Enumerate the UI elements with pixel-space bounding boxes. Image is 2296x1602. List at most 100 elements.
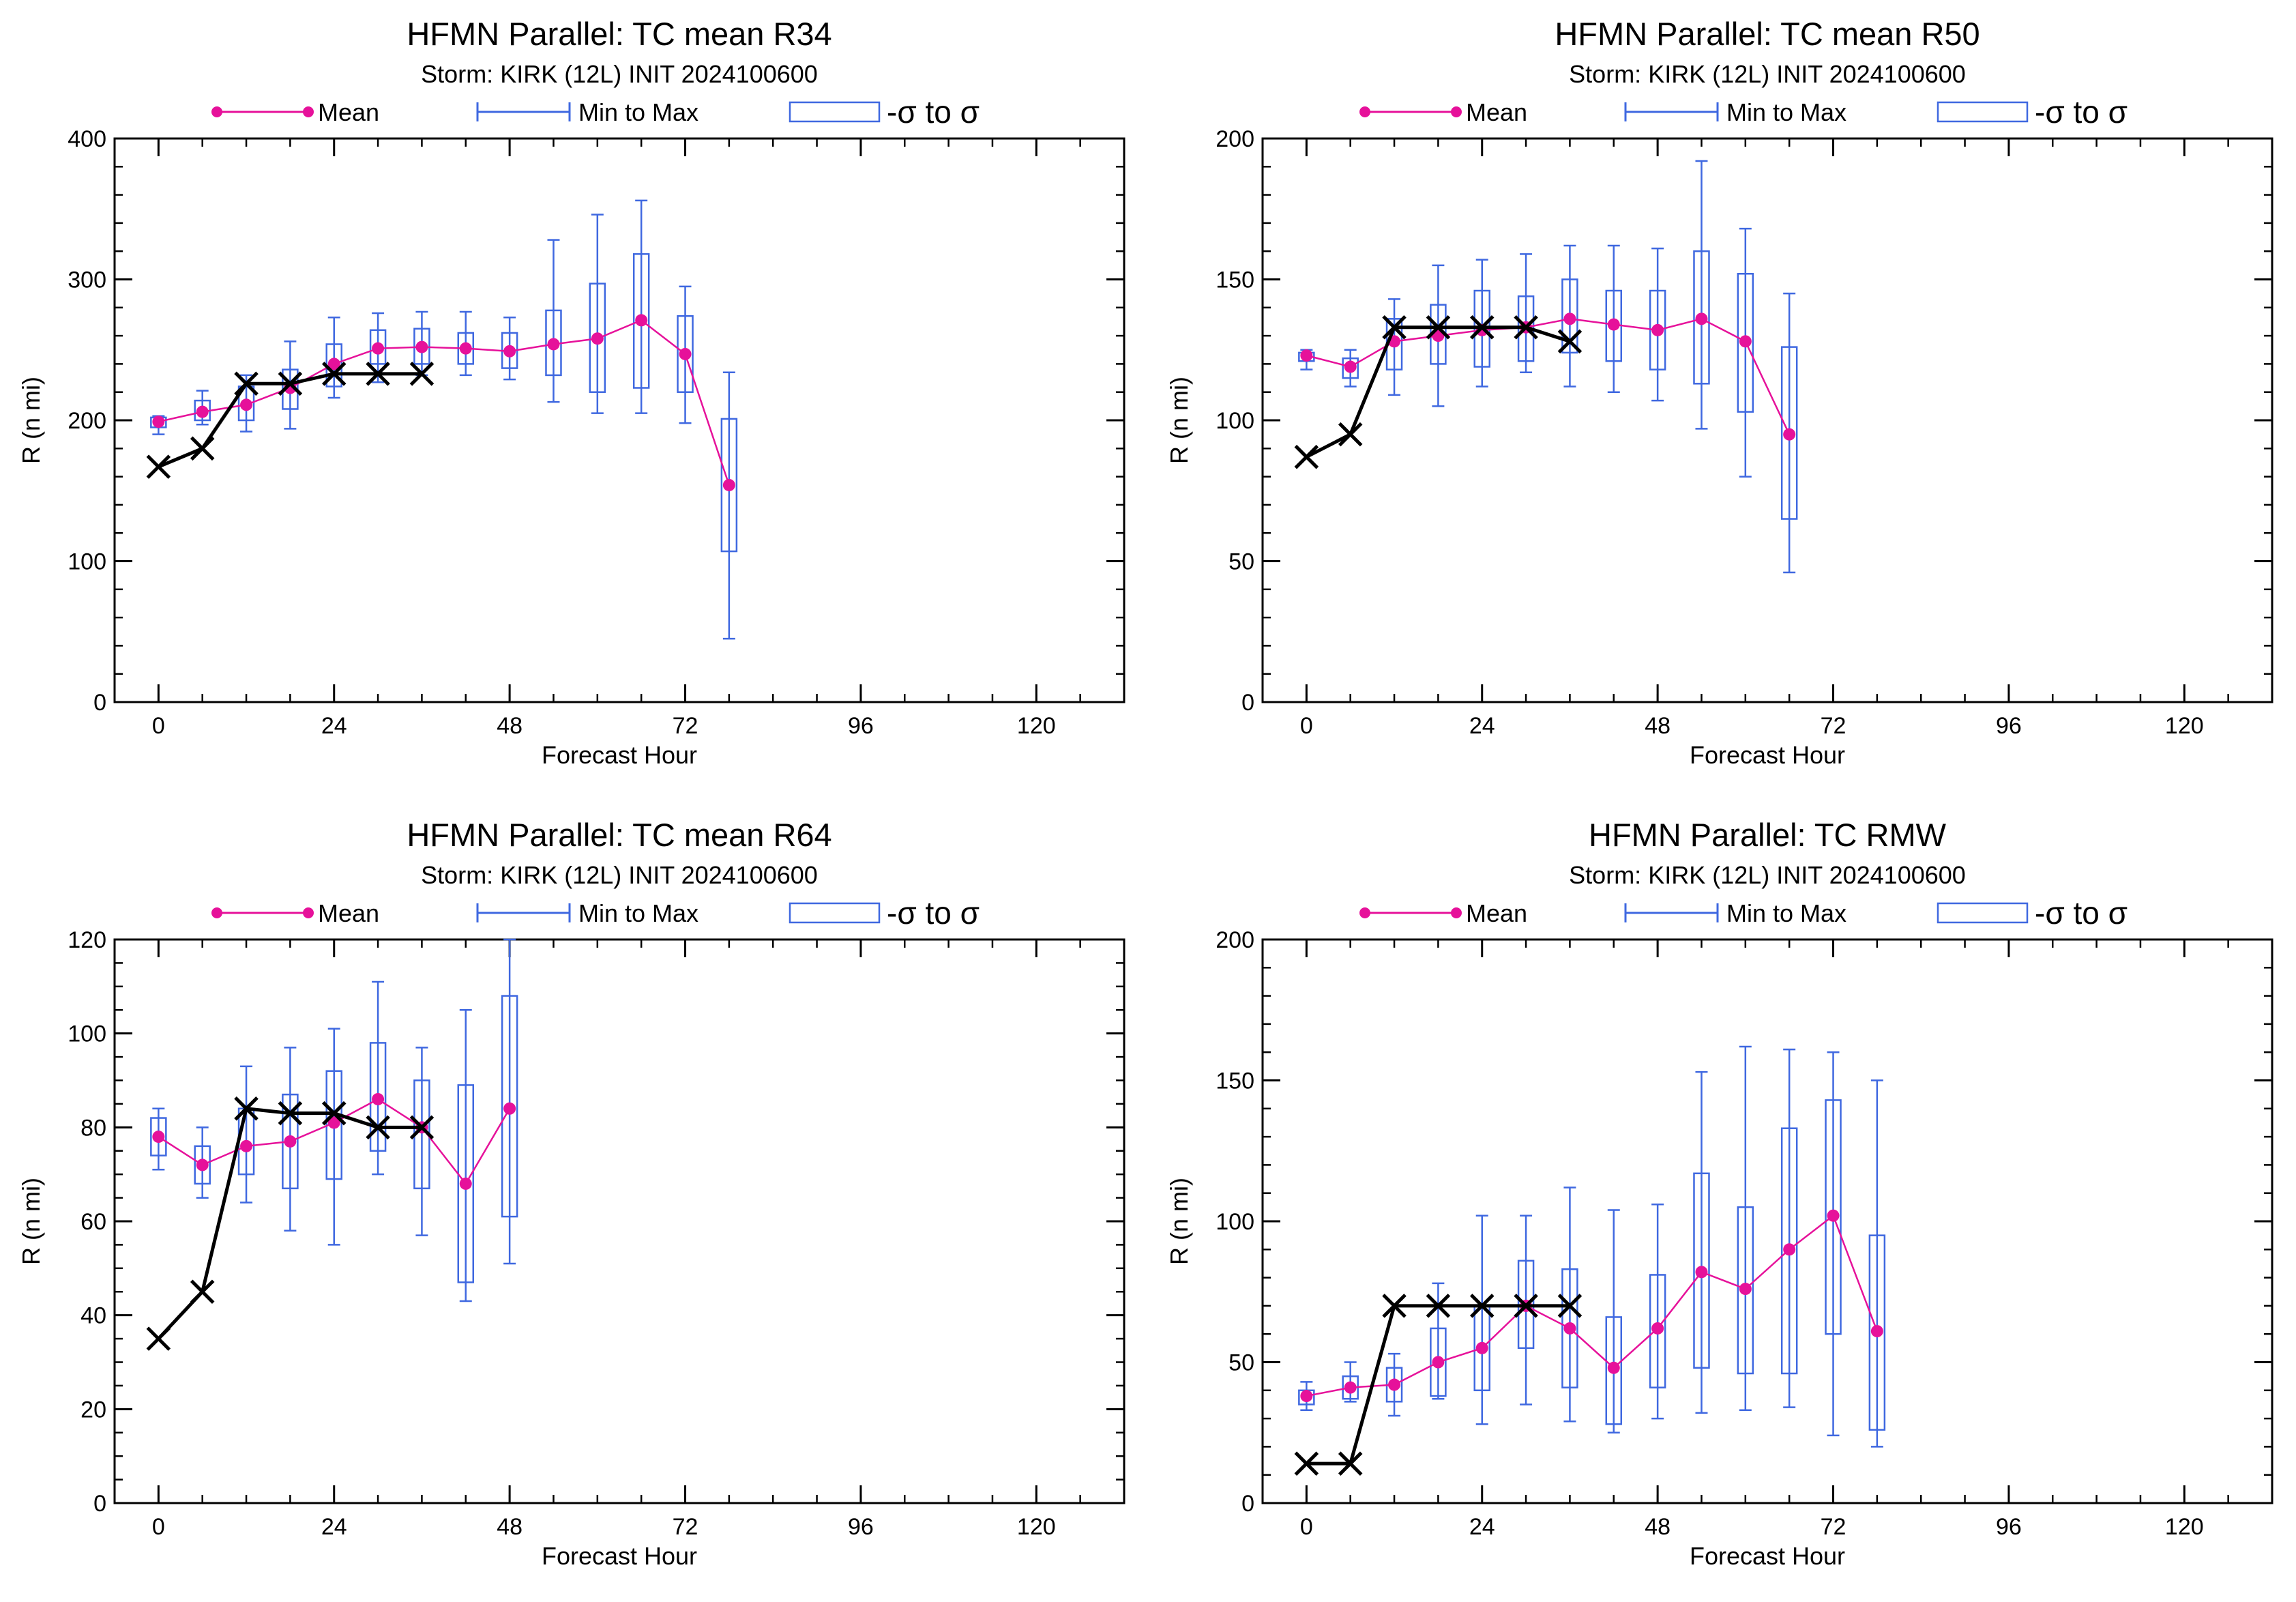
- x-axis-label: Forecast Hour: [542, 1542, 697, 1570]
- x-tick-label: 0: [152, 1514, 165, 1540]
- best-track-marker: [146, 1326, 171, 1351]
- chart-panel-3: HFMN Parallel: TC mean R64 Storm: KIRK (1…: [17, 817, 1125, 1570]
- legend: Mean Min to Max -σ to σ: [1359, 895, 2128, 931]
- best-track-marker: [1294, 1451, 1319, 1476]
- mean-point: [1388, 1378, 1401, 1391]
- plot-frame: [113, 137, 1125, 703]
- y-tick-label: 0: [93, 690, 106, 716]
- legend-sigma-label: -σ to σ: [2035, 895, 2128, 931]
- sigma-box: [589, 282, 606, 393]
- legend-sigma-box: [789, 902, 881, 924]
- best-track-marker: [1557, 329, 1583, 354]
- best-track-marker: [190, 1279, 215, 1305]
- sigma-box: [677, 315, 694, 393]
- mean-point: [1300, 1390, 1313, 1403]
- x-marker-stroke: [1382, 1294, 1407, 1318]
- sigma-box: [1561, 278, 1578, 354]
- sigma-box: [1868, 1234, 1886, 1431]
- sigma-box: [1693, 1172, 1710, 1369]
- x-axis-label: Forecast Hour: [542, 741, 697, 769]
- y-tick-label: 150: [1216, 267, 1254, 293]
- chart-panel-2: HFMN Parallel: TC mean R50 Storm: KIRK (1…: [1165, 16, 2273, 769]
- y-tick-label: 80: [80, 1115, 106, 1141]
- y-axis-label: R (n mi): [1165, 377, 1193, 464]
- mean-point: [372, 1093, 385, 1106]
- sigma-box: [1780, 346, 1798, 520]
- best-track-marker: [1469, 315, 1495, 340]
- chart-title: HFMN Parallel: TC RMW: [1589, 817, 1947, 853]
- legend-sigma-box: [789, 101, 881, 123]
- mean-point: [722, 478, 735, 491]
- y-tick-label: 200: [1216, 927, 1254, 953]
- best-track-marker: [1382, 315, 1407, 340]
- mean-point: [679, 347, 692, 360]
- x-tick-label: 48: [497, 1514, 523, 1540]
- sigma-box: [632, 253, 650, 389]
- mean-point: [503, 345, 516, 358]
- mean-point: [1607, 1361, 1620, 1374]
- mean-point: [152, 1131, 165, 1144]
- mean-point: [1783, 1243, 1796, 1256]
- x-tick-label: 120: [2165, 1514, 2204, 1540]
- best-track-marker: [409, 1115, 435, 1140]
- plot-frame: [1261, 137, 2273, 703]
- y-tick-label: 40: [80, 1303, 106, 1329]
- y-tick-label: 100: [68, 549, 106, 575]
- x-tick-label: 24: [1469, 713, 1495, 739]
- best-track-marker: [1426, 1294, 1451, 1318]
- x-tick-label: 0: [152, 713, 165, 739]
- y-tick-label: 120: [68, 927, 106, 953]
- legend-mean-dot: [211, 907, 222, 918]
- legend-range-label: Min to Max: [578, 98, 698, 126]
- y-tick-label: 0: [1241, 1491, 1254, 1517]
- best-track-marker: [366, 1115, 390, 1140]
- best-track-marker: [234, 1096, 259, 1121]
- mean-point: [240, 398, 253, 411]
- legend: Mean Min to Max -σ to σ: [1359, 94, 2128, 130]
- plot-frame: [113, 938, 1125, 1504]
- x-tick-label: 0: [1300, 713, 1313, 739]
- mean-point: [1475, 1341, 1488, 1354]
- legend-sigma-label: -σ to σ: [887, 94, 980, 130]
- y-tick-label: 0: [93, 1491, 106, 1517]
- mean-point: [327, 358, 340, 370]
- sigma-box: [1825, 1099, 1842, 1335]
- y-tick-label: 0: [1241, 690, 1254, 716]
- legend-mean-dot: [211, 106, 222, 117]
- mean-point: [1607, 318, 1620, 331]
- sigma-box: [1780, 1127, 1798, 1375]
- sigma-box: [369, 1042, 387, 1152]
- sigma-box: [720, 418, 738, 553]
- legend: Mean Min to Max -σ to σ: [211, 895, 980, 931]
- best-track-marker: [278, 371, 303, 396]
- x-marker-stroke: [1557, 329, 1583, 354]
- y-tick-label: 100: [1216, 1209, 1254, 1235]
- legend-mean-label: Mean: [318, 899, 379, 927]
- x-marker-stroke: [190, 1279, 215, 1305]
- mean-point: [196, 1159, 209, 1171]
- mean-point: [1300, 349, 1313, 362]
- x-marker-stroke: [234, 1096, 259, 1121]
- mean-point: [503, 1102, 516, 1115]
- sigma-box: [1342, 357, 1359, 379]
- x-tick-label: 120: [1017, 713, 1056, 739]
- y-tick-label: 20: [80, 1397, 106, 1423]
- sigma-box: [369, 329, 387, 365]
- mean-point: [1432, 1356, 1445, 1369]
- mean-point: [1783, 428, 1796, 441]
- y-tick-label: 200: [68, 408, 106, 434]
- mean-point: [1344, 360, 1357, 373]
- x-tick-label: 96: [1996, 1514, 2022, 1540]
- x-marker-stroke: [1426, 315, 1451, 340]
- legend-mean-label: Mean: [1466, 899, 1527, 927]
- mean-point: [459, 1177, 472, 1190]
- mean-point: [459, 342, 472, 355]
- x-marker-stroke: [321, 362, 347, 386]
- x-marker-stroke: [1338, 422, 1363, 447]
- x-marker-stroke: [1338, 1451, 1363, 1476]
- mean-point: [547, 338, 560, 351]
- x-marker-stroke: [366, 1115, 390, 1140]
- chart-subtitle: Storm: KIRK (12L) INIT 2024100600: [421, 60, 818, 88]
- mean-point: [1651, 323, 1664, 336]
- sigma-box: [194, 1145, 211, 1185]
